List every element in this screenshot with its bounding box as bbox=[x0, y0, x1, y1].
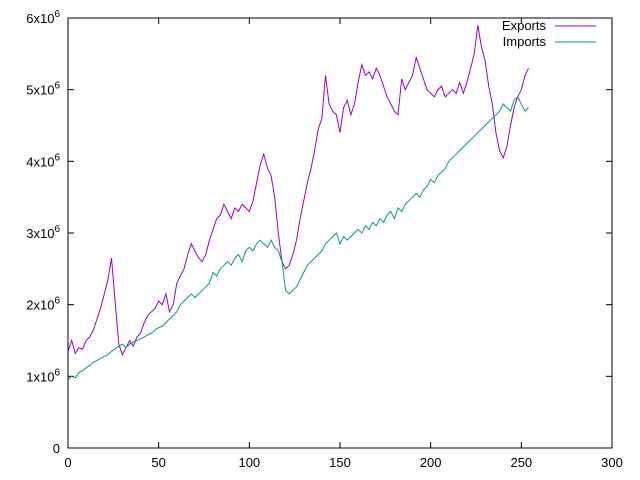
y-tick-label-exponent: 6 bbox=[54, 367, 60, 378]
series-lines bbox=[67, 25, 530, 381]
y-tick-label-base: 3x10 bbox=[26, 226, 54, 241]
series-line-exports bbox=[67, 25, 530, 357]
x-tick-label: 100 bbox=[238, 455, 260, 470]
y-tick-label: 4x106 bbox=[26, 152, 60, 169]
y-tick-label-base: 4x10 bbox=[26, 154, 54, 169]
y-tick-label-exponent: 6 bbox=[54, 224, 60, 235]
y-tick-label-base: 1x10 bbox=[26, 369, 54, 384]
x-tick-label: 200 bbox=[420, 455, 442, 470]
y-tick-label-exponent: 6 bbox=[54, 81, 60, 92]
series-line-imports bbox=[67, 95, 529, 381]
y-tick-label-base: 5x10 bbox=[26, 83, 54, 98]
y-tick-label: 5x106 bbox=[26, 81, 60, 98]
y-tick-label: 2x106 bbox=[26, 296, 60, 313]
x-tick-label: 0 bbox=[64, 455, 71, 470]
y-tick-label: 0 bbox=[53, 441, 60, 456]
x-tick-label: 50 bbox=[151, 455, 165, 470]
x-tick-label: 250 bbox=[510, 455, 532, 470]
y-tick-label-exponent: 6 bbox=[54, 9, 60, 20]
legend-label-exports: Exports bbox=[502, 18, 547, 33]
x-tick-label: 150 bbox=[329, 455, 351, 470]
y-tick-label-exponent: 6 bbox=[54, 152, 60, 163]
y-tick-label-base: 2x10 bbox=[26, 298, 54, 313]
y-tick-label-base: 6x10 bbox=[26, 11, 54, 26]
x-axis-ticks: 0 50 100 150 200 250 300 bbox=[64, 18, 623, 470]
y-tick-label: 1x106 bbox=[26, 367, 60, 384]
legend-label-imports: Imports bbox=[503, 34, 547, 49]
x-tick-label: 300 bbox=[601, 455, 623, 470]
y-tick-label-exponent: 6 bbox=[54, 296, 60, 307]
y-tick-label: 3x106 bbox=[26, 224, 60, 241]
plot-frame bbox=[67, 17, 613, 449]
y-tick-label: 6x106 bbox=[26, 9, 60, 26]
y-tick-label-base: 0 bbox=[53, 441, 60, 456]
